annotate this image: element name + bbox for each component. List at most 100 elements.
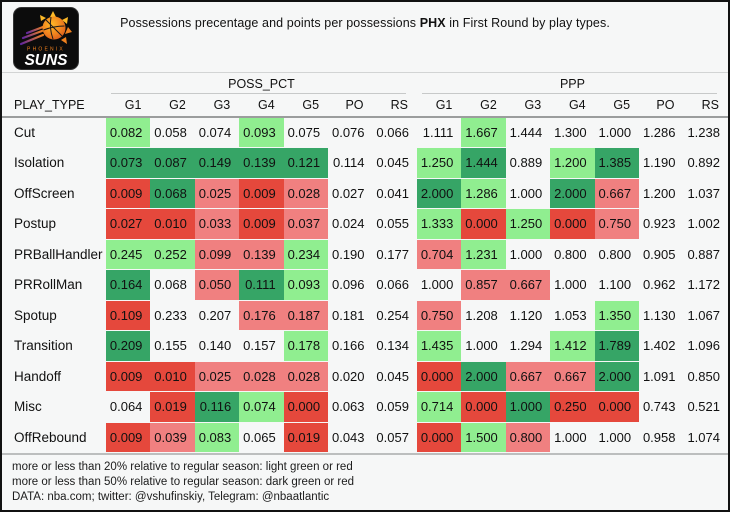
stat-cell: 1.000	[505, 239, 551, 270]
stat-cell: 0.020	[328, 361, 373, 392]
stat-cell: 0.958	[639, 422, 684, 453]
stat-cell: 0.149	[194, 147, 240, 179]
title-part2: in First Round by play types.	[445, 16, 610, 30]
stat-cell: 0.000	[283, 391, 329, 423]
stat-cell: 1.096	[683, 330, 728, 362]
stat-cell: 0.093	[283, 269, 329, 301]
column-header-ppp-rs: RS	[683, 94, 728, 118]
stat-cell: 0.000	[416, 361, 462, 392]
column-header-ppp-g2: G2	[461, 94, 506, 118]
stat-cell: 0.000	[550, 208, 595, 240]
stat-cell: 1.053	[550, 300, 595, 331]
stat-cell: 2.000	[461, 361, 506, 392]
stat-cell: 1.286	[461, 178, 506, 209]
stat-cell: 0.087	[150, 147, 195, 179]
stat-cell: 0.800	[505, 422, 551, 453]
stat-cell: 1.333	[416, 208, 462, 240]
stat-cell: 0.207	[194, 300, 240, 331]
stat-cell: 0.667	[505, 361, 551, 392]
stat-cell: 0.750	[594, 208, 640, 240]
stat-cell: 1.000	[416, 269, 462, 301]
stat-cell: 1.000	[550, 269, 595, 301]
stat-cell: 0.109	[106, 300, 151, 331]
stat-cell: 1.000	[505, 391, 551, 423]
table-row: Isolation 0.073 0.087 0.149 0.139 0.121 0.114 0…	[2, 147, 728, 179]
stat-cell: 0.045	[372, 361, 417, 392]
table-row: Transition 0.209 0.155 0.140 0.157 0.178 0.166…	[2, 330, 728, 362]
stat-cell: 0.027	[106, 208, 151, 240]
source-credit: DATA: nba.com; twitter: @vshufinskiy, Te…	[12, 491, 330, 503]
stat-cell: 0.140	[194, 330, 240, 362]
stat-cell: 1.250	[416, 147, 462, 179]
stat-cell: 1.091	[639, 361, 684, 392]
stat-cell: 0.892	[683, 147, 728, 179]
stat-cell: 1.300	[550, 117, 595, 148]
stat-cell: 0.068	[150, 178, 195, 209]
play-type-label: Handoff	[14, 368, 62, 384]
stat-cell: 0.057	[372, 422, 417, 453]
stat-cell: 1.190	[639, 147, 684, 179]
stat-cell: 0.019	[150, 391, 195, 423]
stat-cell: 0.024	[328, 208, 373, 240]
stat-cell: 0.905	[639, 239, 684, 270]
stat-cell: 0.019	[283, 422, 329, 453]
stat-cell: 1.444	[505, 117, 551, 148]
column-group-ppp: PPP	[417, 73, 728, 94]
play-type-label: PRBallHandler	[14, 246, 103, 262]
stat-cell: 0.010	[150, 208, 195, 240]
table-row: Handoff 0.009 0.010 0.025 0.028 0.028 0.020 0.0…	[2, 361, 728, 392]
stat-cell: 2.000	[550, 178, 595, 209]
play-type-label: OffScreen	[14, 185, 75, 201]
stat-cell: 0.887	[683, 239, 728, 270]
stat-cell: 0.116	[194, 391, 240, 423]
column-header-poss_pct-g3: G3	[194, 94, 240, 118]
stat-cell: 0.009	[106, 361, 151, 392]
stat-cell: 1.000	[461, 330, 506, 362]
stat-cell: 0.058	[150, 117, 195, 148]
stat-cell: 1.074	[683, 422, 728, 453]
stat-cell: 0.009	[239, 178, 284, 209]
stat-cell: 0.041	[372, 178, 417, 209]
column-header-ppp-g5: G5	[594, 94, 640, 118]
stat-cell: 0.074	[239, 391, 284, 423]
stat-cell: 0.027	[328, 178, 373, 209]
table-row: PRRollMan 0.164 0.068 0.050 0.111 0.093 0.096 0…	[2, 269, 728, 301]
stat-cell: 0.000	[416, 422, 462, 453]
stat-cell: 1.200	[550, 147, 595, 179]
column-header-poss_pct-g1: G1	[106, 94, 151, 118]
stat-cell: 1.231	[461, 239, 506, 270]
stat-cell: 1.200	[639, 178, 684, 209]
logo-phoenix-text: PHOENIX	[27, 47, 65, 53]
suns-logo-icon: PHOENIX SUNS	[13, 7, 79, 70]
stat-cell: 0.857	[461, 269, 506, 301]
chart-title: Possessions precentage and points per po…	[2, 2, 728, 30]
stat-cell: 0.181	[328, 300, 373, 331]
stat-cell: 0.025	[194, 361, 240, 392]
stat-cell: 1.067	[683, 300, 728, 331]
table-row: PRBallHandler 0.245 0.252 0.099 0.139 0.234 0.…	[2, 239, 728, 270]
column-header-ppp-g1: G1	[416, 94, 462, 118]
stat-cell: 0.076	[328, 117, 373, 148]
stat-cell: 0.667	[594, 178, 640, 209]
stat-cell: 0.139	[239, 147, 284, 179]
play-type-label: PRRollMan	[14, 277, 83, 293]
stat-cell: 0.750	[416, 300, 462, 331]
stat-cell: 0.059	[372, 391, 417, 423]
stat-cell: 0.245	[106, 239, 151, 270]
stat-cell: 0.000	[461, 208, 506, 240]
stat-cell: 1.100	[594, 269, 640, 301]
stat-cell: 1.000	[594, 117, 640, 148]
table-row: Spotup 0.109 0.233 0.207 0.176 0.187 0.181 0.25…	[2, 300, 728, 331]
table-row: Postup 0.027 0.010 0.033 0.009 0.037 0.024 0.05…	[2, 208, 728, 240]
stat-cell: 0.050	[194, 269, 240, 301]
stat-cell: 0.111	[239, 269, 284, 301]
suns-team-logo: PHOENIX SUNS	[13, 7, 79, 75]
column-header-poss_pct-po: PO	[328, 94, 373, 118]
stat-cell: 1.286	[639, 117, 684, 148]
stat-cell: 1.435	[416, 330, 462, 362]
column-group-poss_pct: POSS_PCT	[106, 73, 417, 94]
stat-cell: 1.000	[505, 178, 551, 209]
stat-cell: 0.800	[550, 239, 595, 270]
stat-cell: 2.000	[416, 178, 462, 209]
